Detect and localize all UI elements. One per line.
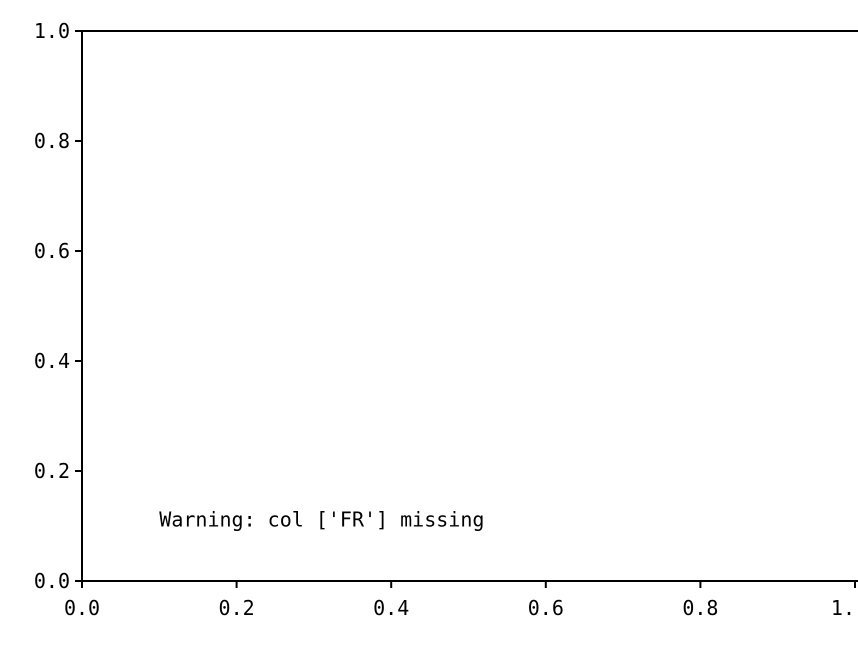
y-tick-label: 0.0 <box>34 569 70 593</box>
x-tick-label: 0.0 <box>64 596 100 620</box>
y-tick-label: 0.2 <box>34 459 70 483</box>
ticks-layer: 0.0 0.2 0.4 0.6 0.8 1. 0.0 0.2 0.4 0.6 0.8 1.0 <box>34 19 856 620</box>
y-tick-label: 0.8 <box>34 129 70 153</box>
x-tick-label: 1. <box>831 596 855 620</box>
x-tick-label: 0.6 <box>528 596 564 620</box>
x-tick-label: 0.4 <box>373 596 409 620</box>
x-tick-label: 0.2 <box>219 596 255 620</box>
y-tick-label: 1.0 <box>34 19 70 43</box>
y-tick-label: 0.6 <box>34 239 70 263</box>
annotations-layer: Warning: col ['FR'] missing <box>159 508 484 532</box>
warning-annotation: Warning: col ['FR'] missing <box>159 508 484 532</box>
x-tick-label: 0.8 <box>682 596 718 620</box>
y-tick-label: 0.4 <box>34 349 70 373</box>
